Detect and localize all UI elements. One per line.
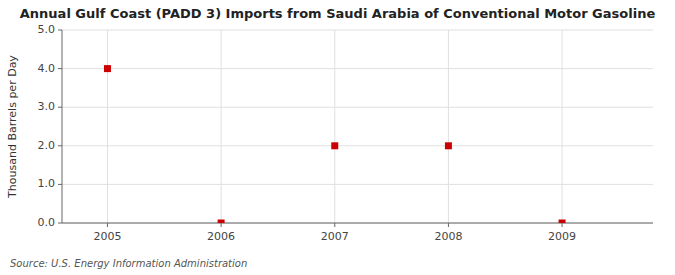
grid-line	[107, 30, 108, 223]
point	[104, 65, 111, 72]
grid-line	[62, 107, 653, 108]
x-tick	[448, 223, 449, 227]
y-axis-line	[62, 30, 63, 223]
x-tick-label: 2009	[548, 230, 576, 243]
grid-line	[62, 30, 653, 31]
source-note: Source: U.S. Energy Information Administ…	[10, 258, 247, 269]
x-tick-label: 2008	[434, 230, 462, 243]
x-tick-label: 2006	[207, 230, 235, 243]
grid-line	[62, 184, 653, 185]
x-tick	[107, 223, 108, 227]
y-tick	[58, 30, 62, 31]
y-tick	[58, 107, 62, 108]
grid-line	[62, 145, 653, 146]
y-tick-label: 4.0	[38, 62, 56, 75]
x-tick	[562, 223, 563, 227]
background	[0, 0, 675, 275]
point	[445, 142, 452, 149]
y-tick-label: 5.0	[38, 23, 56, 36]
title: Annual Gulf Coast (PADD 3) Imports from …	[20, 6, 656, 21]
grid	[62, 30, 653, 223]
x-tick-label: 2007	[321, 230, 349, 243]
y-tick-label: 1.0	[38, 177, 56, 190]
grid-line	[562, 30, 563, 223]
x-tick	[334, 223, 335, 227]
y-tick	[58, 184, 62, 185]
x-tick	[221, 223, 222, 227]
point	[218, 220, 225, 224]
point	[331, 142, 338, 149]
points	[104, 65, 566, 223]
x-tick-label: 2005	[93, 230, 121, 243]
grid-line	[221, 30, 222, 223]
y-tick	[58, 223, 62, 224]
y-tick	[58, 68, 62, 69]
y-axis-label: Thousand Barrels per Day	[6, 55, 19, 199]
point	[559, 220, 566, 224]
grid-line	[62, 68, 653, 69]
chart: 0.0 1.0 2.0 3.0 4.0 5.0 2005 2006 2007 2008 2009 Th…	[0, 0, 675, 275]
grid-line	[334, 30, 335, 223]
y-tick	[58, 145, 62, 146]
y-tick-label: 0.0	[38, 216, 56, 229]
y-tick-label: 2.0	[38, 139, 56, 152]
grid-line	[448, 30, 449, 223]
y-tick-label: 3.0	[38, 100, 56, 113]
axes: 0.0 1.0 2.0 3.0 4.0 5.0 2005 2006 2007 2008 2009	[38, 23, 654, 243]
